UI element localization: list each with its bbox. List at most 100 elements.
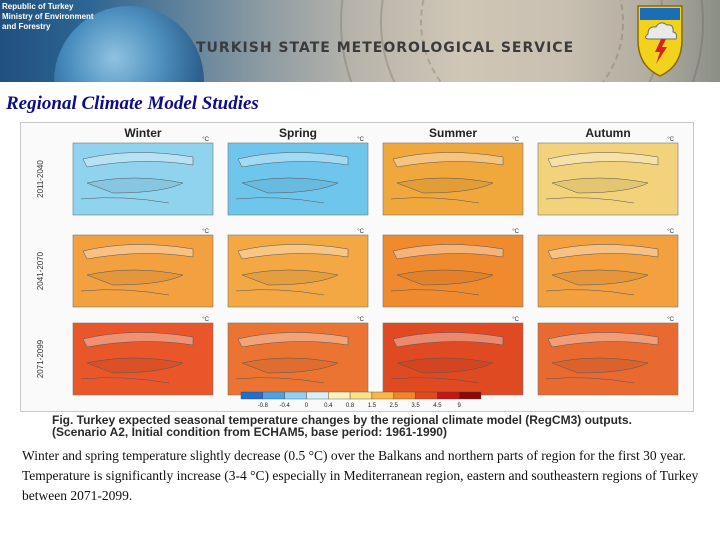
- mediterranean-coast: [80, 377, 170, 384]
- unit-label: °C: [512, 229, 519, 235]
- map-panel: [227, 234, 369, 308]
- period-label-2041-2070: 2041-2070: [36, 251, 45, 290]
- map-panel: [537, 322, 679, 396]
- unit-label: °C: [357, 229, 364, 235]
- colorbar-tick-label: 0.4: [324, 403, 333, 409]
- mediterranean-coast: [235, 377, 325, 384]
- seasonal-temperature-figure: Winter Spring Summer Autumn 2011-2040 °C °C °C °…: [20, 122, 694, 412]
- colorbar-swatch: [328, 391, 351, 400]
- turkey-outline: [551, 357, 649, 374]
- unit-label: °C: [202, 317, 209, 323]
- mediterranean-coast: [390, 289, 480, 296]
- turkey-outline: [241, 269, 339, 286]
- map-grid: Winter Spring Summer Autumn 2011-2040 °C °C °C °…: [36, 126, 679, 396]
- mediterranean-coast: [80, 197, 170, 204]
- paragraph-balkans: Winter and spring temperature slightly d…: [22, 448, 686, 463]
- turkey-outline: [241, 357, 339, 374]
- period-label-2071-2099: 2071-2099: [36, 339, 45, 378]
- colorbar-tick-label: 0: [305, 403, 309, 409]
- turkey-outline: [396, 177, 494, 194]
- season-label-summer: Summer: [429, 126, 477, 140]
- colorbar-swatch: [415, 391, 438, 400]
- season-label-autumn: Autumn: [585, 126, 630, 140]
- map-panel: [537, 142, 679, 216]
- black-sea-outline: [547, 152, 659, 168]
- colorbar-tick-label: 0.8: [346, 403, 355, 409]
- header-banner: Republic of Turkey Ministry of Environme…: [0, 0, 720, 82]
- mediterranean-coast: [545, 377, 635, 384]
- turkey-outline: [241, 177, 339, 194]
- mediterranean-coast: [235, 197, 325, 204]
- black-sea-outline: [547, 244, 659, 260]
- unit-label: °C: [667, 137, 674, 143]
- compass-graphic: [340, 0, 704, 82]
- mediterranean-coast: [545, 197, 635, 204]
- black-sea-outline: [237, 152, 349, 168]
- map-panel: [72, 322, 214, 396]
- body-text: Winter and spring temperature slightly d…: [22, 446, 712, 506]
- colorbar: -0.8 -0.4 0 0.4 0.8 1.5 2.5 3.5 4.5 9: [240, 391, 482, 409]
- turkey-outline: [86, 269, 184, 286]
- black-sea-outline: [392, 152, 504, 168]
- colorbar-tick-label: 3.5: [411, 403, 420, 409]
- colorbar-swatch: [371, 391, 394, 400]
- black-sea-outline: [547, 332, 659, 348]
- figure-caption: Fig. Turkey expected seasonal temperatur…: [52, 413, 632, 439]
- colorbar-swatch: [284, 391, 307, 400]
- colorbar-tick-label: 4.5: [433, 403, 442, 409]
- turkey-outline: [396, 357, 494, 374]
- colorbar-swatch: [437, 391, 460, 400]
- turkey-outline: [396, 269, 494, 286]
- black-sea-outline: [392, 332, 504, 348]
- colorbar-tick-label: 2.5: [390, 403, 399, 409]
- mediterranean-coast: [390, 377, 480, 384]
- black-sea-outline: [82, 332, 194, 348]
- black-sea-outline: [392, 244, 504, 260]
- unit-label: °C: [512, 317, 519, 323]
- map-panel: [382, 322, 524, 396]
- unit-label: °C: [357, 317, 364, 323]
- colorbar-tick-label: -0.4: [279, 403, 290, 409]
- meteoroloji-logo-icon: [637, 5, 683, 77]
- unit-label: °C: [667, 229, 674, 235]
- service-title: TURKISH STATE METEOROLOGICAL SERVICE: [196, 40, 575, 56]
- mediterranean-coast: [235, 289, 325, 296]
- ministry-name: Republic of Turkey Ministry of Environme…: [2, 2, 94, 31]
- unit-label: °C: [512, 137, 519, 143]
- mediterranean-coast: [390, 197, 480, 204]
- map-panel: [382, 142, 524, 216]
- turkey-outline: [551, 177, 649, 194]
- map-panel: [227, 322, 369, 396]
- map-panel: [227, 142, 369, 216]
- season-label-winter: Winter: [124, 126, 162, 140]
- black-sea-outline: [82, 244, 194, 260]
- map-panel: [72, 142, 214, 216]
- turkey-outline: [86, 177, 184, 194]
- season-label-spring: Spring: [279, 126, 317, 140]
- black-sea-outline: [82, 152, 194, 168]
- slide-title: Regional Climate Model Studies: [6, 93, 259, 114]
- paragraph-mediterranean: Temperature is significantly increase (3…: [22, 468, 699, 503]
- map-panel: [382, 234, 524, 308]
- turkey-outline: [86, 357, 184, 374]
- mediterranean-coast: [80, 289, 170, 296]
- colorbar-tick-label: 9: [458, 403, 462, 409]
- colorbar-swatch: [240, 391, 264, 400]
- unit-label: °C: [202, 229, 209, 235]
- map-panel: [72, 234, 214, 308]
- colorbar-swatch: [262, 391, 285, 400]
- mediterranean-coast: [545, 289, 635, 296]
- black-sea-outline: [237, 244, 349, 260]
- turkey-outline: [551, 269, 649, 286]
- colorbar-tick-label: -0.8: [258, 403, 269, 409]
- black-sea-outline: [237, 332, 349, 348]
- map-panel: [537, 234, 679, 308]
- period-label-2011-2040: 2011-2040: [36, 160, 45, 198]
- colorbar-swatch: [393, 391, 416, 400]
- colorbar-tick-label: 1.5: [368, 403, 377, 409]
- colorbar-swatch: [458, 391, 482, 400]
- unit-label: °C: [202, 137, 209, 143]
- colorbar-swatch: [306, 391, 329, 400]
- colorbar-swatch: [349, 391, 373, 400]
- unit-label: °C: [357, 137, 364, 143]
